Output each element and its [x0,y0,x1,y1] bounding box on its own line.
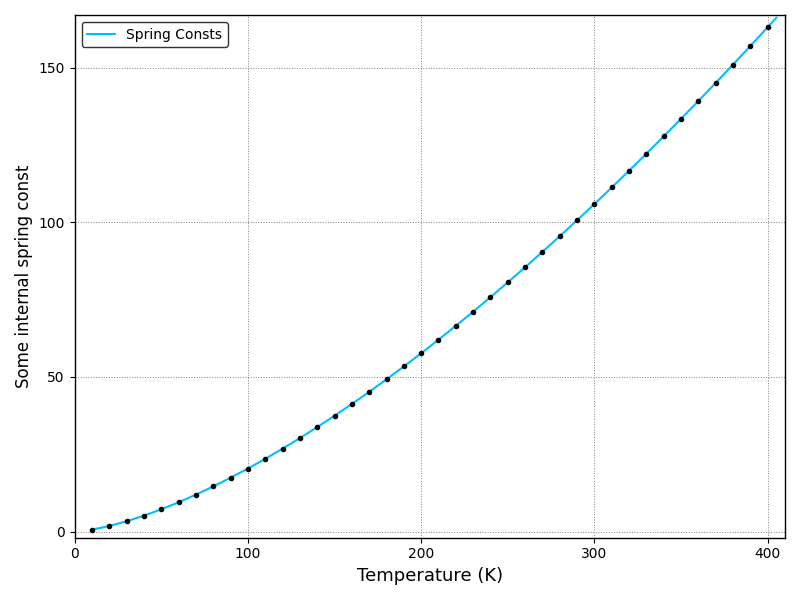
Spring Consts [494,286,504,293]
X-axis label: Temperature (K): Temperature (K) [357,567,503,585]
Line: Spring Consts: Spring Consts [92,18,776,530]
Spring Consts [755,32,765,40]
Spring Consts [87,526,97,533]
Spring Consts [648,143,658,151]
Spring Consts [412,353,422,360]
Spring Consts [458,317,467,324]
Y-axis label: Some internal spring const: Some internal spring const [15,164,33,388]
Legend: Spring Consts: Spring Consts [82,22,227,47]
Spring Consts [416,350,426,357]
Spring Consts [771,14,781,22]
